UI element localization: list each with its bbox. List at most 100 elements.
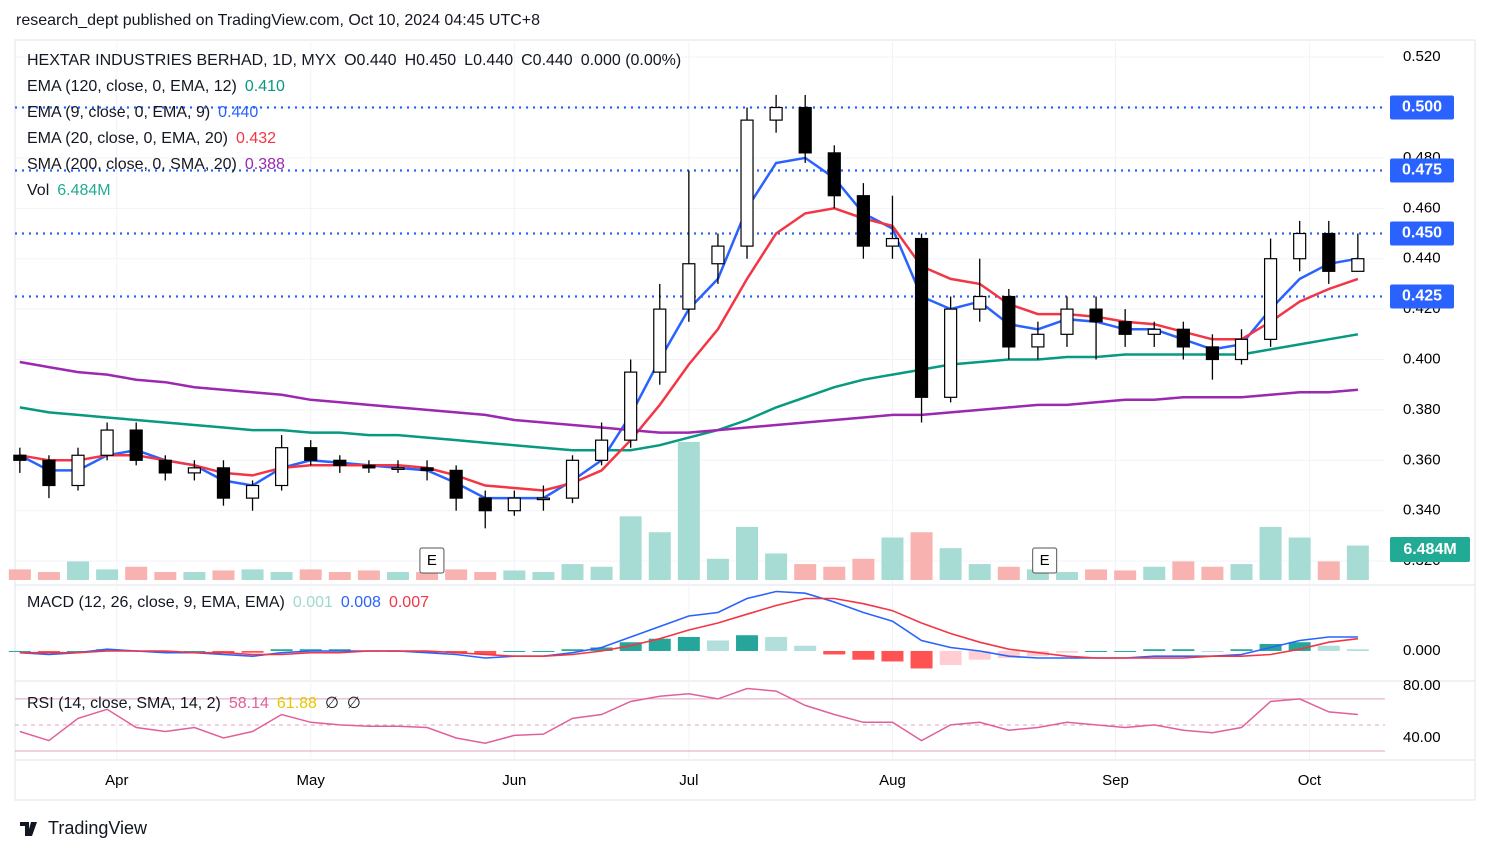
- y-tick-label: 80.00: [1403, 677, 1441, 694]
- macd-histogram-bar: [299, 649, 322, 651]
- legend-name: EMA (9, close, 0, EMA, 9): [27, 104, 211, 121]
- volume-bar: [96, 569, 119, 580]
- volume-bar: [212, 570, 235, 580]
- candle-body: [1002, 295, 1016, 348]
- legend-row: EMA (120, close, 0, EMA, 12) 0.410: [27, 78, 689, 104]
- y-tick-label: 0.360: [1403, 451, 1441, 468]
- volume-bar: [183, 572, 206, 580]
- volume-bar: [910, 532, 933, 580]
- volume-bar: [968, 564, 991, 580]
- candle-body: [711, 245, 725, 265]
- candle-body: [449, 469, 463, 499]
- macd-histogram-bar: [67, 650, 90, 652]
- legend-name: MACD (12, 26, close, 9, EMA, EMA): [27, 594, 285, 611]
- candle-body: [1176, 328, 1190, 348]
- macd-histogram-bar: [706, 640, 729, 651]
- price-label-bg: [1390, 221, 1454, 246]
- candle-body: [769, 106, 783, 121]
- price-label-bg: [1390, 95, 1454, 120]
- volume-bar: [445, 569, 468, 580]
- macd-histogram-bar: [474, 650, 497, 655]
- legend-value: 0.440: [218, 104, 259, 121]
- indicator-line: [19, 333, 1359, 452]
- macd-histogram-bar: [1317, 645, 1340, 651]
- brand-logo: [20, 822, 37, 836]
- candle-body: [478, 497, 492, 512]
- candle-body: [391, 467, 405, 470]
- macd-histogram-bar: [1288, 642, 1311, 651]
- volume-bar: [852, 558, 875, 580]
- volume-bar: [561, 564, 584, 580]
- volume-bar: [125, 566, 148, 580]
- candle-body: [565, 459, 580, 499]
- brand-name: TradingView: [48, 818, 148, 838]
- macd-histogram-bar: [590, 647, 613, 651]
- candle-body: [275, 447, 289, 487]
- candle-body: [1234, 338, 1249, 361]
- volume-bar: [299, 569, 322, 580]
- legend-row: EMA (20, close, 0, EMA, 20) 0.432: [27, 130, 689, 156]
- x-tick-label: Sep: [1102, 772, 1129, 789]
- volume-bar: [736, 526, 759, 580]
- legend-value: 0.001: [292, 594, 333, 611]
- macd-histogram-bar: [270, 649, 293, 651]
- legend-name: SMA (200, close, 0, SMA, 20): [27, 156, 237, 173]
- overlay-lines: [19, 156, 1359, 500]
- y-tick-label: 0.340: [1403, 502, 1441, 519]
- legend-value: ∅: [346, 695, 361, 712]
- rsi-line: [19, 687, 1358, 744]
- event-label: E: [1040, 552, 1050, 569]
- macd-histogram-bar: [37, 650, 60, 653]
- volume-badge-bg: [1390, 537, 1470, 562]
- macd-histogram-bar: [561, 649, 584, 651]
- macd-line: [19, 597, 1358, 659]
- candle-body: [507, 497, 521, 512]
- volume-bar: [706, 558, 729, 580]
- legend-value: 0.410: [244, 78, 285, 95]
- legend-value: 61.88: [276, 695, 317, 712]
- volume-bar: [357, 570, 380, 580]
- legend-row: EMA (9, close, 0, EMA, 9) 0.440: [27, 104, 689, 130]
- legend-value: 0.008: [340, 594, 381, 611]
- volume-bar: [8, 569, 31, 580]
- volume-bar: [619, 516, 642, 580]
- macd-histogram-bar: [532, 650, 555, 652]
- volume-bar: [765, 553, 788, 580]
- legend-row: MACD (12, 26, close, 9, EMA, EMA) 0.001 0.…: [27, 594, 437, 620]
- candle-body: [187, 467, 201, 474]
- y-tick-label: 0.440: [1403, 250, 1441, 267]
- candle-body: [333, 459, 347, 466]
- candle-body: [420, 467, 434, 471]
- legend-value: ∅: [324, 695, 339, 712]
- y-tick-label: 40.00: [1403, 729, 1441, 746]
- macd-histogram-bar: [96, 649, 119, 651]
- price-label-bg: [1390, 158, 1454, 183]
- price-legend: HEXTAR INDUSTRIES BERHAD, 1D, MYX O0.440 H…: [27, 52, 689, 208]
- volume-bar: [328, 572, 351, 580]
- macd-histogram-bar: [677, 636, 700, 651]
- macd-histogram-bar: [1143, 649, 1166, 651]
- macd-histogram-bar: [241, 650, 264, 653]
- y-tick-label: 0.380: [1403, 401, 1441, 418]
- event-marker: [1032, 547, 1058, 574]
- y-tick-label: 0.000: [1403, 642, 1441, 659]
- x-tick-label: Apr: [105, 772, 128, 789]
- event-label: E: [427, 552, 437, 569]
- legend-row: HEXTAR INDUSTRIES BERHAD, 1D, MYX O0.440 H…: [27, 52, 689, 78]
- volume-bar: [270, 572, 293, 580]
- x-tick-label: Jul: [679, 772, 698, 789]
- candle-body: [13, 454, 27, 461]
- volume-bar: [1230, 564, 1253, 580]
- macd-histogram-bar: [1346, 649, 1369, 651]
- volume-bar: [997, 566, 1020, 580]
- legend-value: 0.388: [244, 156, 285, 173]
- volume-bar: [648, 532, 671, 580]
- y-tick-label: 0.400: [1403, 350, 1441, 367]
- macd-histogram-bar: [939, 650, 962, 665]
- volume-bar: [67, 561, 90, 580]
- candle-body: [885, 237, 900, 247]
- macd-histogram-bar: [794, 645, 817, 651]
- macd-histogram-bar: [328, 649, 351, 651]
- y-tick-label: 0.460: [1403, 199, 1441, 216]
